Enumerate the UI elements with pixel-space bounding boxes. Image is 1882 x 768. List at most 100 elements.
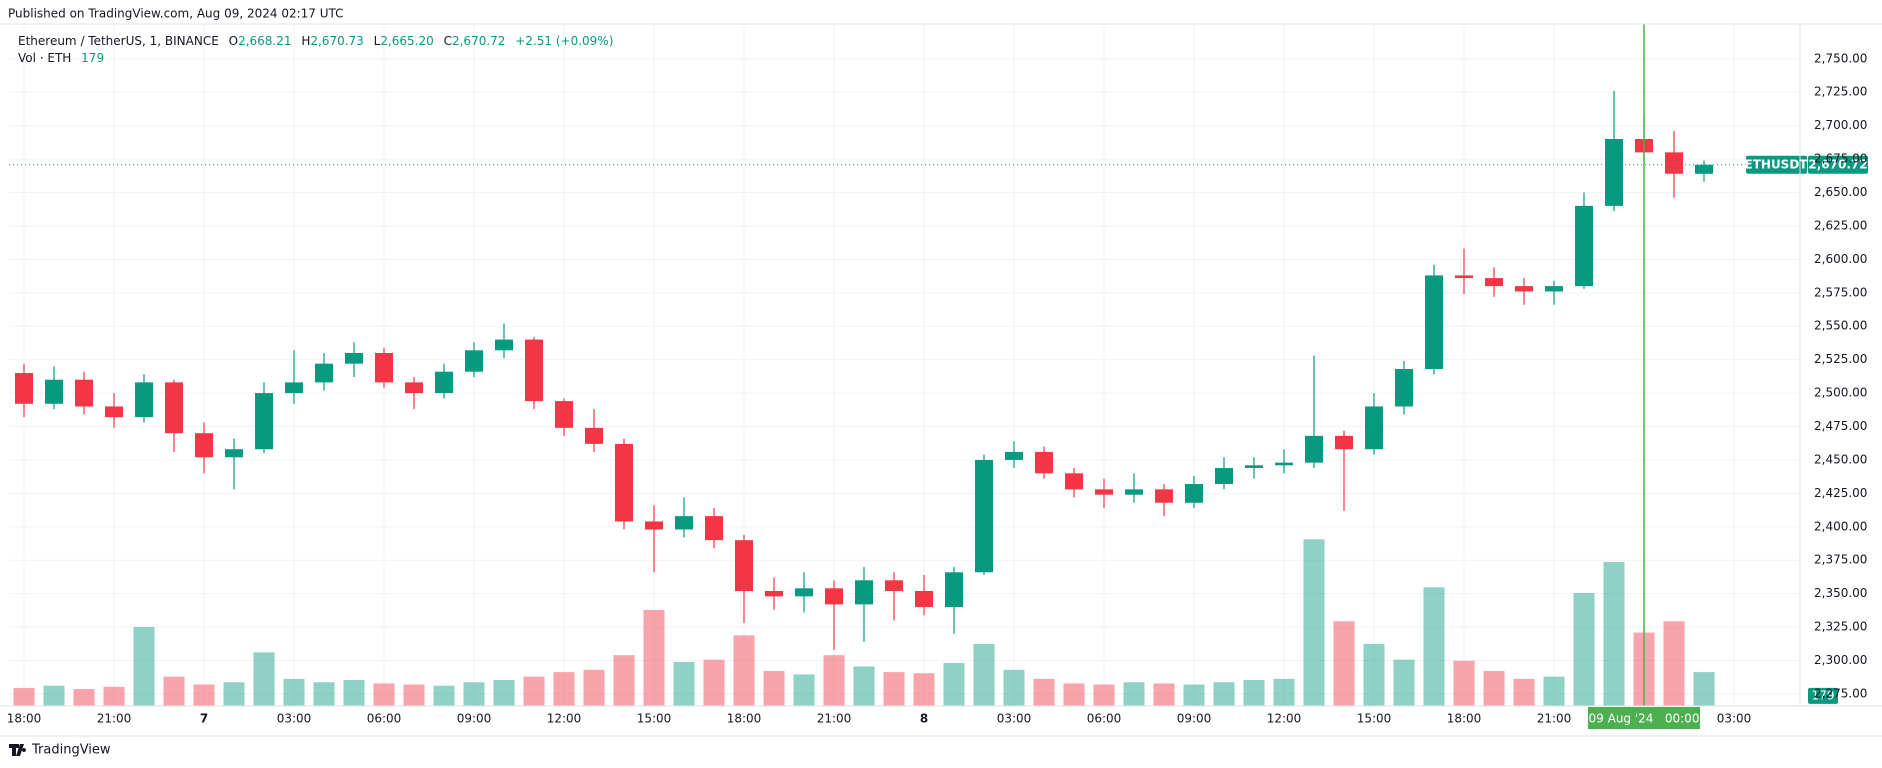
volume-bar [523,676,545,706]
volume-bar [583,669,605,706]
symbol-badge [1746,155,1807,174]
candle-body [1605,139,1623,206]
volume-bar [703,659,725,706]
candle-body [1425,275,1443,370]
volume-bar [943,663,965,706]
volume-bar [193,684,215,706]
candle-body [435,371,453,394]
volume-bar [553,672,575,706]
candle-body [525,339,543,402]
x-tick-label: 03:00 [997,712,1032,726]
x-tick-label: 18:00 [7,712,42,726]
legend-symbol: Ethereum / TetherUS, 1, BINANCE [18,34,219,48]
candle-body [375,352,393,383]
volume-bar [1393,659,1415,706]
volume-bar [853,666,875,706]
volume-bar [1573,593,1595,706]
volume-bar [1123,682,1145,706]
candle-body [975,459,993,573]
candle-body [1395,369,1413,407]
x-tick-label: 15:00 [637,712,672,726]
candle-body [225,449,243,458]
candle-body [75,379,93,407]
candle-body [15,373,33,404]
volume-bar [1693,672,1715,706]
candle-body [735,540,753,591]
volume-bar [1003,669,1025,706]
candle-body [1095,489,1113,495]
volume-bar [1423,587,1445,706]
volume-bar [973,643,995,706]
candle-body [465,350,483,372]
candle-body [1305,435,1323,463]
candle-body [135,382,153,418]
volume-bar [1333,621,1355,706]
volume-bar [1453,660,1475,706]
legend-value: 179 [81,51,104,65]
candle-body [1125,489,1143,495]
y-tick-label: 2,550.00 [1814,319,1867,333]
volume-bar [763,670,785,706]
candle-body [795,588,813,597]
y-tick-label: 2,450.00 [1814,452,1867,466]
y-tick-label: 2,325.00 [1814,620,1867,634]
y-tick-label: 2,625.00 [1814,218,1867,232]
candle-body [1275,462,1293,466]
candle-body [705,516,723,541]
candle-body [1155,489,1173,503]
y-tick-label: 2,575.00 [1814,285,1867,299]
volume-bar [883,672,905,706]
volume-bar [643,609,665,706]
volume-bar [133,626,155,706]
legend-value: 2,670.73 [310,34,363,48]
legend-key: C [444,34,452,48]
x-tick-label: 03:00 [1717,712,1752,726]
volume-bar [1483,670,1505,706]
volume-bar [823,655,845,706]
candle-body [585,427,603,444]
candle-body [765,590,783,597]
published-note: Published on TradingView.com, Aug 09, 20… [8,7,344,21]
y-tick-label: 2,375.00 [1814,553,1867,567]
candle-body [255,393,273,450]
candle-body [1485,278,1503,287]
candle-body [885,580,903,591]
y-tick-label: 2,750.00 [1814,51,1867,65]
candle-body [45,379,63,404]
candle-body [1365,406,1383,450]
volume-bar [1273,678,1295,706]
candle-body [1455,275,1473,279]
candle-body [195,433,213,458]
x-tick-label: 18:00 [1447,712,1482,726]
candle-body [1545,286,1563,292]
y-tick-label: 2,600.00 [1814,252,1867,266]
volume-layer [13,539,1715,706]
candle-body [1035,451,1053,474]
volume-bar [283,678,305,706]
legend-value: 2,668.21 [238,34,291,48]
candle-body [1215,467,1233,485]
volume-bar [793,674,815,706]
legend-key: L [374,34,381,48]
x-tick-label: 09:00 [457,712,492,726]
y-tick-label: 2,300.00 [1814,653,1867,667]
x-tick-label: 15:00 [1357,712,1392,726]
crosshair-label: 09 Aug '24 00:00 [1589,712,1700,726]
grid [9,24,1800,706]
candle-body [1065,473,1083,490]
candle-body [405,382,423,394]
x-tick-label: 21:00 [1537,712,1572,726]
x-tick-label: 8 [920,712,928,726]
volume-bar [343,680,365,706]
x-tick-label: 09:00 [1177,712,1212,726]
volume-bar [733,635,755,706]
y-tick-label: 2,350.00 [1814,586,1867,600]
y-tick-label: 2,425.00 [1814,486,1867,500]
volume-bar [1243,680,1265,706]
volume-bar [613,655,635,706]
volume-bar [163,676,185,706]
symbol-label: ETHUSDT [1745,157,1809,171]
